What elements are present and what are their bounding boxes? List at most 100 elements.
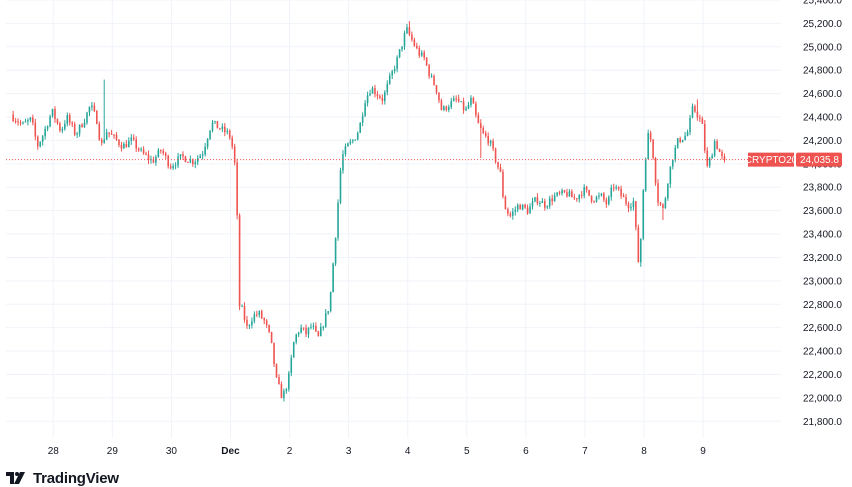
candle-body xyxy=(585,186,588,190)
symbol-badge[interactable] xyxy=(748,152,794,167)
candle xyxy=(699,114,701,122)
candle xyxy=(713,139,716,158)
candle xyxy=(657,179,659,207)
candle-body xyxy=(438,92,440,101)
candle xyxy=(317,330,320,337)
candle-body xyxy=(347,143,349,147)
candle-body xyxy=(54,108,56,120)
candle xyxy=(529,203,531,214)
candle xyxy=(689,114,691,136)
candle xyxy=(103,79,106,144)
candle-body xyxy=(652,139,654,159)
candle xyxy=(452,95,455,102)
price-tick-label: 22,200.0 xyxy=(803,370,842,381)
candle-body xyxy=(512,211,514,216)
candle xyxy=(167,154,170,169)
candle xyxy=(612,183,615,192)
tradingview-logo[interactable]: TradingView xyxy=(6,469,119,487)
candle-body xyxy=(275,364,278,378)
candle-body xyxy=(406,27,408,34)
candle-body xyxy=(435,85,438,93)
candle xyxy=(177,152,179,169)
candle-body xyxy=(100,139,103,143)
candle-body xyxy=(283,390,285,399)
candle xyxy=(420,50,423,57)
candle xyxy=(36,135,39,150)
candle xyxy=(684,131,686,141)
candle xyxy=(694,104,696,113)
candle xyxy=(644,157,647,192)
candle-body xyxy=(462,101,465,111)
candle-body xyxy=(174,165,177,167)
candle-body xyxy=(329,292,332,312)
candle xyxy=(290,354,293,377)
candle-body xyxy=(36,136,39,147)
candle xyxy=(509,211,512,218)
candle-body xyxy=(194,162,197,165)
candle-body xyxy=(177,156,179,166)
candle xyxy=(428,63,430,79)
candle-body xyxy=(657,183,659,203)
candle xyxy=(401,46,403,52)
candle xyxy=(393,65,396,74)
candle xyxy=(332,262,334,293)
candle-body xyxy=(96,110,98,124)
candle-body xyxy=(19,122,22,124)
candle-body xyxy=(113,134,115,136)
candle-body xyxy=(204,146,206,155)
candle xyxy=(499,163,502,173)
candle xyxy=(34,118,37,141)
candle xyxy=(226,128,229,135)
candle xyxy=(145,151,147,156)
candle-body xyxy=(361,115,364,123)
candle xyxy=(583,184,585,199)
candle-body xyxy=(125,143,128,148)
candle xyxy=(676,138,679,149)
candle xyxy=(696,99,699,121)
candle-body xyxy=(12,114,14,121)
candle-body xyxy=(529,206,531,214)
candle-body xyxy=(699,117,701,119)
candle-body xyxy=(386,83,389,93)
time-axis[interactable]: 28 29 30 Dec 2 3 4 5 6 7 8 9 xyxy=(48,446,707,457)
last-price-badge xyxy=(796,152,842,167)
candle xyxy=(324,309,327,328)
candle xyxy=(551,194,553,206)
candle-body xyxy=(696,111,699,118)
candle-body xyxy=(253,314,256,322)
candle-body xyxy=(610,187,613,197)
candle xyxy=(548,195,551,209)
candle-body xyxy=(524,204,526,208)
candle-body xyxy=(428,65,430,77)
candle-body xyxy=(132,137,135,140)
candle-body xyxy=(224,126,226,133)
candle-body xyxy=(620,188,622,196)
candle xyxy=(135,136,138,152)
price-axis[interactable]: 25,400.0 25,200.0 25,000.0 24,800.0 24,600.0… xyxy=(803,0,842,428)
candle-body xyxy=(199,155,202,158)
candle xyxy=(352,138,354,144)
candle-body xyxy=(214,121,216,123)
candle-body xyxy=(689,117,691,133)
candle xyxy=(238,213,241,311)
candle-body xyxy=(258,311,261,315)
candle-body xyxy=(664,198,667,209)
candle-body xyxy=(78,124,81,134)
candle-body xyxy=(504,196,507,210)
candle xyxy=(334,237,337,267)
candle-body xyxy=(251,321,253,326)
candle-body xyxy=(280,383,283,399)
candle xyxy=(588,189,590,197)
candle xyxy=(369,89,371,97)
candle-body xyxy=(526,207,529,214)
candle-body xyxy=(364,103,366,116)
candle xyxy=(558,190,561,196)
candle-body xyxy=(29,117,32,121)
candle xyxy=(113,133,115,139)
candle-body xyxy=(236,162,238,216)
candle-body xyxy=(241,305,243,307)
candle-body xyxy=(88,106,91,113)
candle-body xyxy=(543,201,546,208)
candle-body xyxy=(342,154,344,171)
